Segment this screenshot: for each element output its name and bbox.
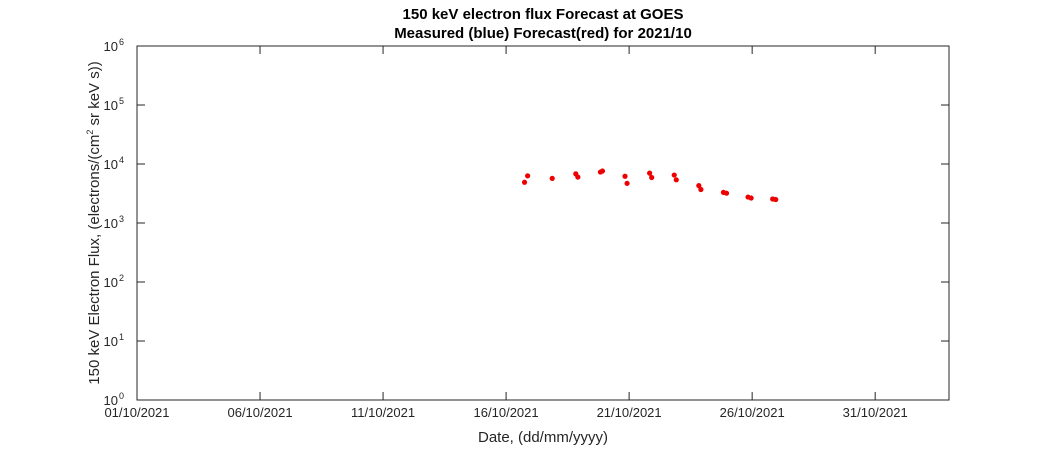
x-axis: 01/10/2021 06/10/2021 11/10/2021 16/10/2021… — [104, 46, 908, 420]
y-axis-label-tail: sr keV s)) — [86, 61, 103, 129]
x-tick-label: 21/10/2021 — [597, 405, 662, 420]
y-tick-label: 10 — [104, 98, 118, 113]
y-tick-label-exponent: 0 — [119, 391, 124, 401]
y-tick-label-exponent: 2 — [119, 273, 124, 283]
y-tick-label: 10 — [104, 216, 118, 231]
data-point — [624, 180, 630, 186]
y-tick-label: 10 — [104, 275, 118, 290]
x-tick-label: 11/10/2021 — [351, 405, 415, 420]
data-point — [698, 186, 704, 193]
x-tick-label: 01/10/2021 — [104, 405, 169, 420]
y-tick-label: 10 — [104, 39, 118, 54]
data-point — [622, 173, 628, 179]
y-axis-label-main: 150 keV Electron Flux, (electrons/(cm — [86, 135, 103, 385]
data-point — [525, 173, 531, 179]
x-tick-label: 31/10/2021 — [843, 405, 908, 420]
y-tick-label: 10 — [104, 157, 118, 172]
data-point — [671, 172, 677, 178]
data-point — [647, 170, 653, 176]
y-tick-label-exponent: 1 — [119, 332, 124, 342]
y-tick-label-exponent: 3 — [119, 214, 124, 224]
data-point — [673, 177, 679, 183]
forecast-series — [521, 168, 779, 203]
data-point — [748, 195, 754, 201]
y-axis-label: 150 keV Electron Flux, (electrons/(cm2 s… — [85, 61, 103, 384]
data-point — [723, 190, 730, 196]
y-tick-label-exponent: 6 — [119, 37, 124, 47]
data-point — [773, 196, 779, 203]
data-point — [649, 174, 655, 181]
y-tick-label: 10 — [104, 334, 118, 349]
y-tick-label-exponent: 5 — [119, 96, 124, 106]
data-point — [696, 183, 702, 189]
x-tick-label: 26/10/2021 — [720, 405, 785, 420]
plot-area — [136, 45, 950, 401]
x-tick-label: 16/10/2021 — [474, 405, 539, 420]
y-tick-label-exponent: 4 — [119, 155, 124, 165]
x-axis-label: Date, (dd/mm/yyyy) — [478, 429, 608, 446]
chart-subtitle: Measured (blue) Forecast(red) for 2021/1… — [394, 25, 692, 42]
y-tick-label: 10 — [104, 393, 118, 408]
data-point — [599, 168, 606, 174]
chart-title: 150 keV electron flux Forecast at GOES — [403, 6, 684, 23]
data-point — [575, 174, 581, 180]
y-axis-label-exponent: 2 — [85, 130, 95, 135]
x-tick-label: 06/10/2021 — [227, 405, 292, 420]
data-point — [549, 175, 555, 182]
data-point — [521, 179, 528, 185]
